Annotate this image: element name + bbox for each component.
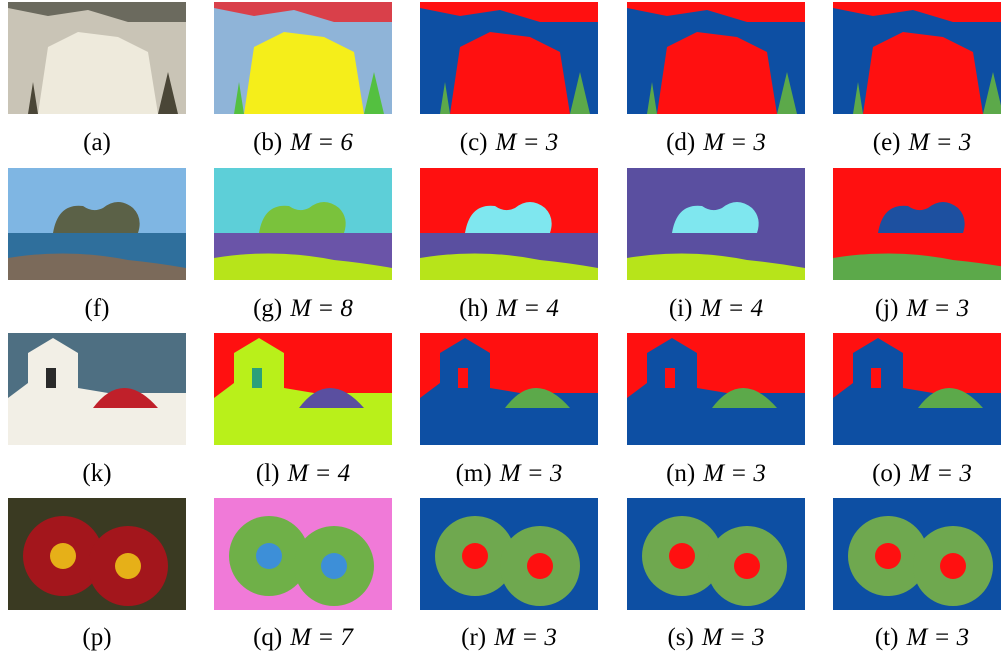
- region: [734, 553, 760, 579]
- caption-tag: (a): [83, 129, 111, 156]
- caption: (i)M = 4: [669, 295, 763, 322]
- image-panel: [8, 168, 186, 280]
- caption: (p): [82, 624, 111, 651]
- caption-equation: M = 3: [905, 624, 969, 651]
- caption-equation: M = 3: [495, 129, 559, 156]
- caption: (r) M = 3: [461, 624, 557, 651]
- caption-tag: (g): [253, 295, 282, 322]
- caption: (c) M = 3: [460, 129, 558, 156]
- caption-equation: M = 4: [286, 460, 350, 487]
- caption: (o) M = 3: [872, 460, 972, 487]
- caption-tag: (h): [459, 295, 488, 322]
- caption: (f): [85, 295, 110, 322]
- image-panel: [214, 2, 392, 114]
- caption: (j)M = 3: [875, 295, 969, 322]
- image-panel: [833, 2, 1001, 114]
- caption-equation: M = 3: [908, 129, 972, 156]
- region: [46, 368, 56, 388]
- region: [527, 553, 553, 579]
- caption-tag: (n): [666, 460, 695, 487]
- caption-equation: M = 3: [493, 624, 557, 651]
- caption-tag: (f): [85, 295, 110, 322]
- caption-tag: (q): [253, 624, 282, 651]
- caption-tag: (r): [461, 624, 486, 651]
- region: [50, 543, 76, 569]
- caption-equation: M = 8: [289, 295, 353, 322]
- image-panel: [627, 2, 805, 114]
- region: [321, 553, 347, 579]
- caption-tag: (i): [669, 295, 693, 322]
- image-panel: [627, 168, 805, 280]
- image-panel: [420, 168, 598, 280]
- caption: (l)M = 4: [256, 460, 350, 487]
- region: [875, 543, 901, 569]
- caption-equation: M = 3: [702, 460, 766, 487]
- figure: (a) (b) M = 6 (c) M = 3 (d) M = 3 (e) M = 3 (f) (g…: [0, 0, 1001, 660]
- image-panel: [420, 2, 598, 114]
- caption: (s) M = 3: [667, 624, 764, 651]
- image-panel: [833, 333, 1001, 445]
- region: [458, 368, 468, 388]
- image-panel: [214, 498, 392, 610]
- caption: (h) M = 4: [459, 295, 559, 322]
- caption-tag: (t): [875, 624, 899, 651]
- caption-equation: M = 4: [699, 295, 763, 322]
- image-panel: [627, 333, 805, 445]
- caption: (g) M = 8: [253, 295, 353, 322]
- region: [252, 368, 262, 388]
- caption: (m) M = 3: [456, 460, 563, 487]
- caption-tag: (k): [82, 460, 111, 487]
- caption-equation: M = 4: [495, 295, 559, 322]
- region: [462, 543, 488, 569]
- image-panel: [214, 168, 392, 280]
- image-panel: [8, 498, 186, 610]
- caption-equation: M = 6: [289, 129, 353, 156]
- image-panel: [214, 333, 392, 445]
- image-panel: [833, 168, 1001, 280]
- caption: (e) M = 3: [873, 129, 971, 156]
- caption: (t)M = 3: [875, 624, 969, 651]
- caption-equation: M = 3: [702, 129, 766, 156]
- caption-tag: (c): [460, 129, 488, 156]
- caption-tag: (b): [253, 129, 282, 156]
- caption-equation: M = 7: [289, 624, 354, 651]
- caption-tag: (p): [82, 624, 111, 651]
- image-panel: [8, 2, 186, 114]
- image-panel: [420, 498, 598, 610]
- region: [115, 553, 141, 579]
- caption: (a): [83, 129, 111, 156]
- region: [669, 543, 695, 569]
- image-panel: [420, 333, 598, 445]
- region: [665, 368, 675, 388]
- caption-equation: M = 3: [908, 460, 972, 487]
- caption: (q) M = 7: [253, 624, 354, 651]
- image-panel: [833, 498, 1001, 610]
- caption: (k): [82, 460, 111, 487]
- caption-equation: M = 3: [499, 460, 563, 487]
- caption-tag: (l): [256, 460, 280, 487]
- image-panel: [8, 333, 186, 445]
- region: [871, 368, 881, 388]
- caption: (n) M = 3: [666, 460, 766, 487]
- caption-tag: (d): [666, 129, 695, 156]
- caption-tag: (m): [456, 460, 492, 487]
- image-panel: [627, 498, 805, 610]
- caption-tag: (e): [873, 129, 901, 156]
- caption-tag: (o): [872, 460, 901, 487]
- caption-equation: M = 3: [905, 295, 969, 322]
- caption: (d) M = 3: [666, 129, 766, 156]
- caption: (b) M = 6: [253, 129, 353, 156]
- caption-equation: M = 3: [701, 624, 765, 651]
- region: [940, 553, 966, 579]
- region: [256, 543, 282, 569]
- caption-tag: (s): [667, 624, 693, 651]
- caption-tag: (j): [875, 295, 899, 322]
